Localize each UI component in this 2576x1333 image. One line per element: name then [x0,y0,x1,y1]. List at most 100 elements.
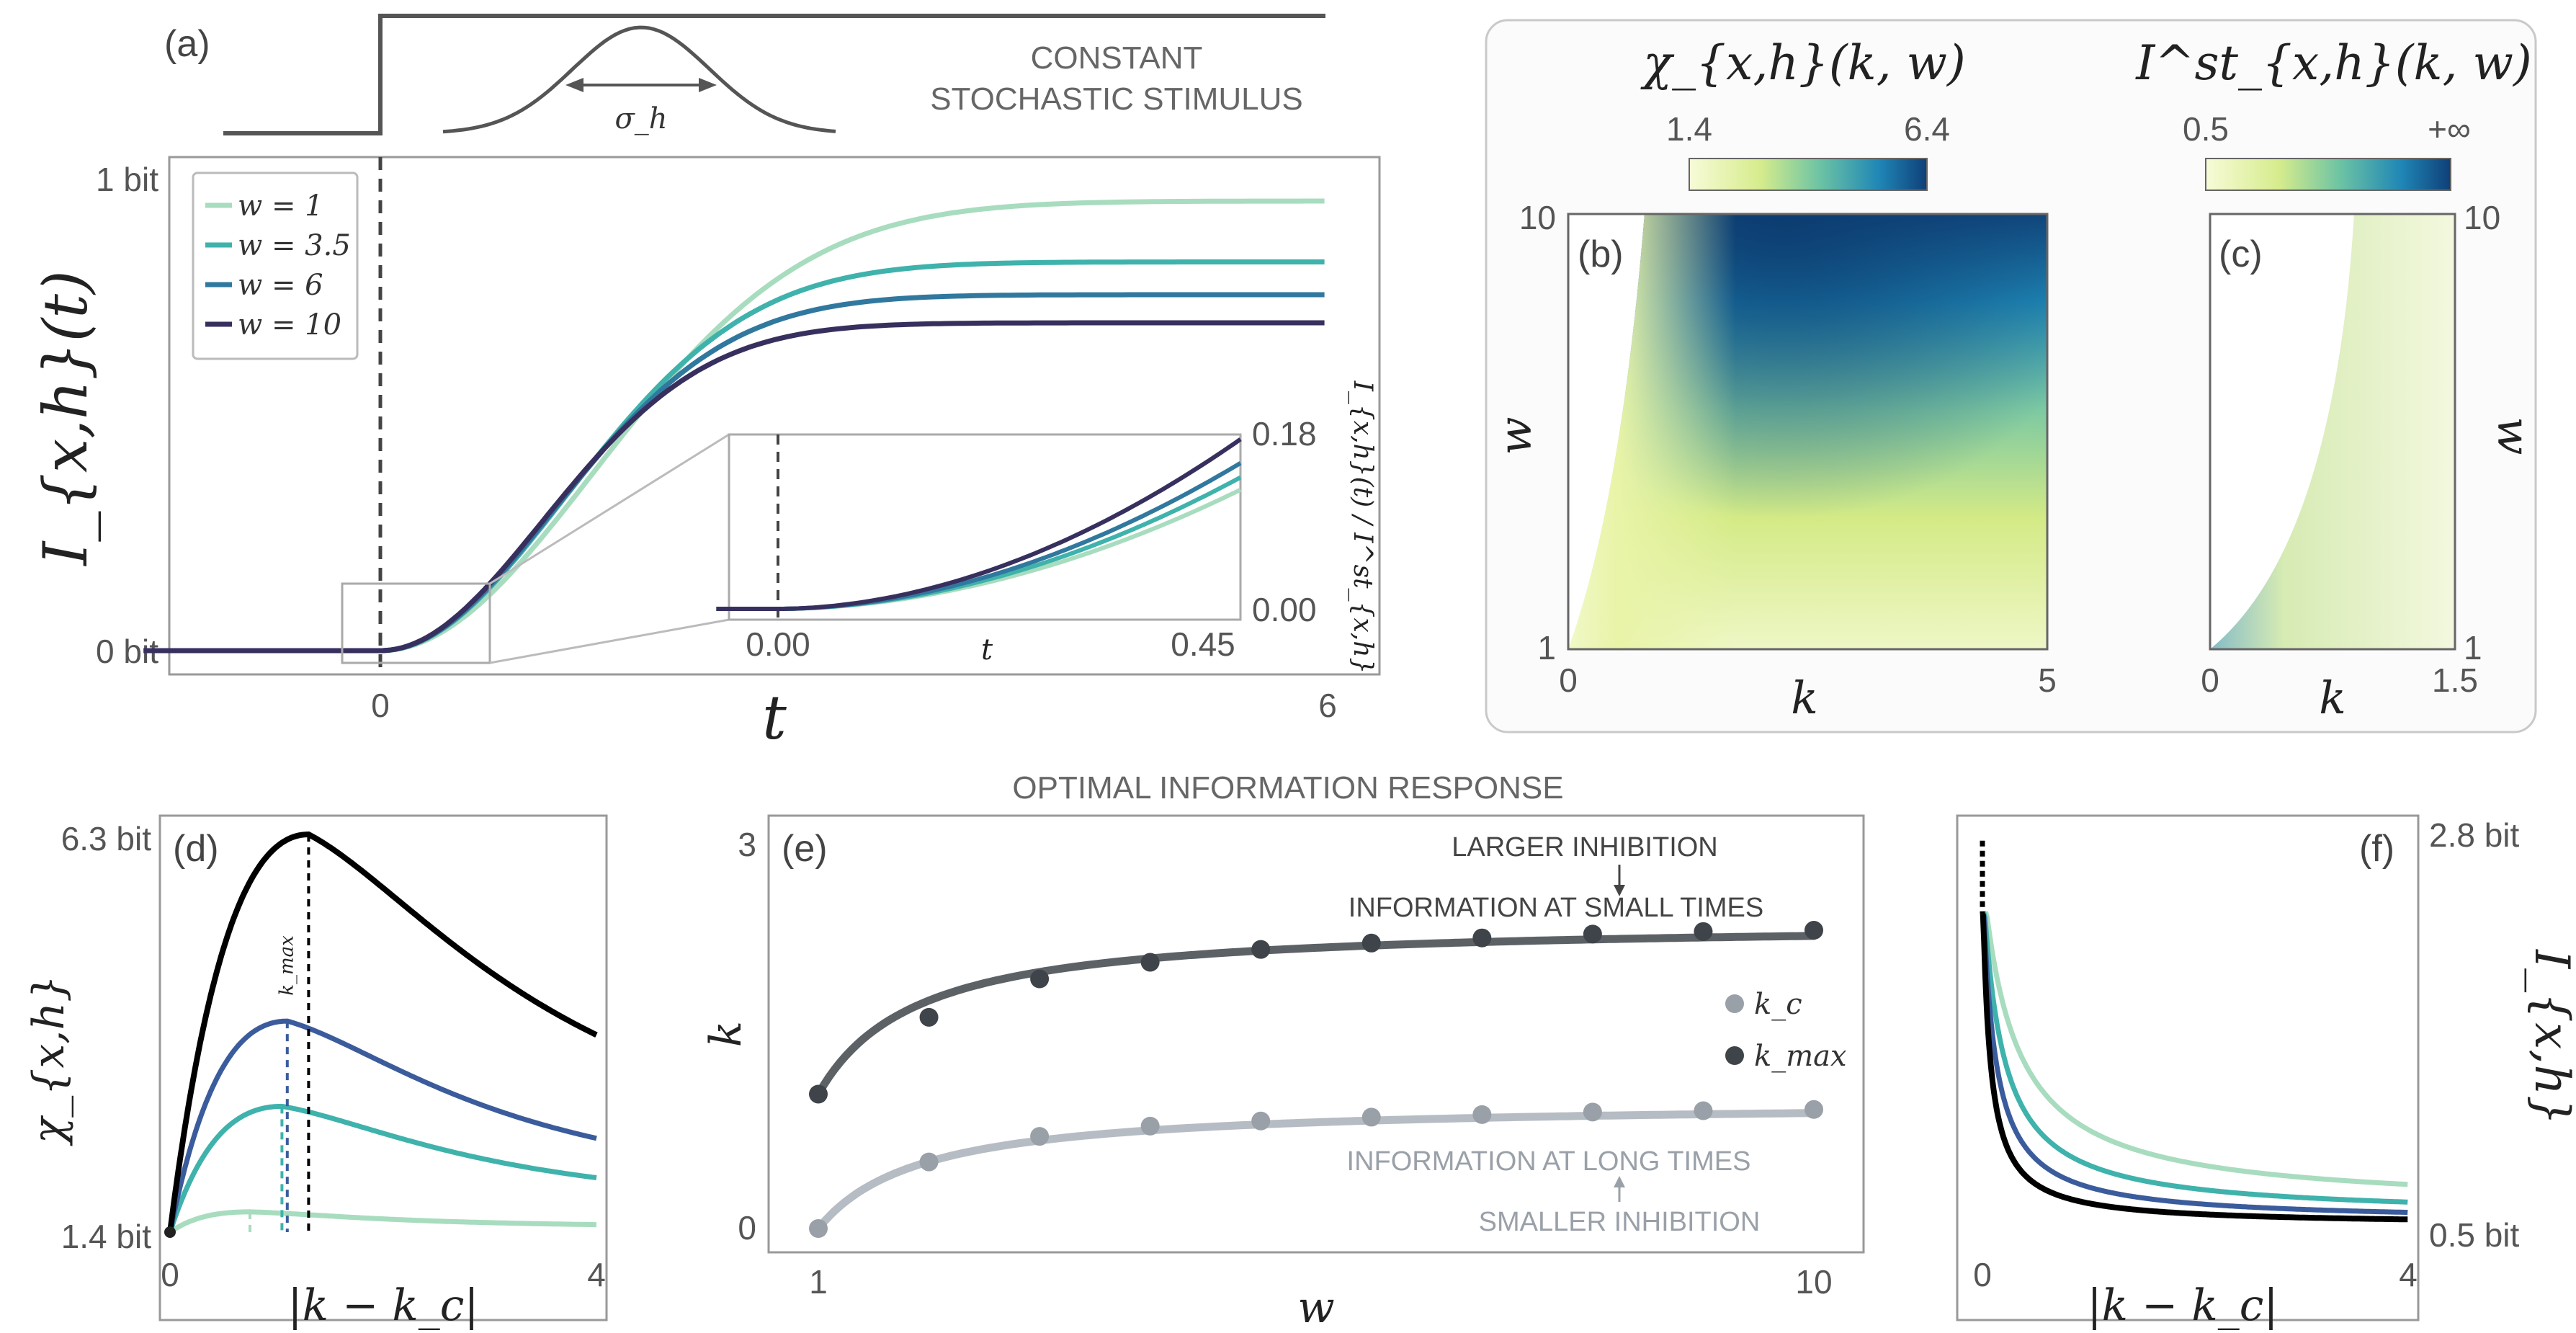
panel-b-xlabel: k [1791,672,1818,724]
panel-f-ytick-bottom: 0.5 bit [2429,1216,2520,1254]
panel-e-point-k_c-10 [1804,1100,1823,1119]
panel-a-frame [168,156,1381,676]
panel-f-ytick-top: 2.8 bit [2429,816,2520,854]
panel-b-frame [1567,213,2049,651]
inset-frame [728,433,1242,621]
panel-e-top-arrow-icon [1614,885,1625,896]
panel-f-series [1980,840,2408,1223]
panel-e-frame [767,814,1865,1254]
panel-e-point-k_max-9 [1694,922,1713,941]
stimulus-step [223,14,1325,135]
panel-d-ytick-bottom: 1.4 bit [61,1218,152,1255]
panel-b-label: (b) [1578,233,1624,275]
panel-c-xlabel: k [2319,672,2346,724]
panel-d-ylabel: χ_{x,h} [24,975,74,1146]
panel-e-bottom-caption-2: SMALLER INHIBITION [1479,1207,1761,1237]
panel-e-point-k_c-1 [809,1219,828,1238]
panel-d-line-4 [167,831,598,1233]
panel-b-colorbar [1689,158,1928,191]
panel-b-ytick-10: 10 [1519,199,1556,236]
panel-d-series [164,831,598,1238]
panel-a-ytick-top: 1 bit [96,161,158,198]
panel-d-xtick-0: 0 [161,1256,179,1293]
zoom-connector-top [489,433,730,585]
panel-b-title: χ_{x,h}(k, w) [1640,35,1966,91]
panel-d-origin-point [164,1226,176,1238]
panel-e-point-k_max-8 [1583,924,1602,944]
panel-f-line-1 [1982,911,2408,1187]
panel-d-label: (d) [173,828,219,870]
inset-xtick-0: 0.00 [746,625,810,663]
panel-d-xtick-4: 4 [587,1256,606,1293]
panel-c-ytick-10: 10 [2464,199,2500,236]
panel-e-ytick-3: 3 [738,826,756,863]
panel-e-point-k_c-6 [1361,1107,1381,1127]
panel-a-line-4 [143,320,1325,654]
panel-e-top-caption-2: INFORMATION AT SMALL TIMES [1349,893,1763,923]
stimulus-gaussian [442,25,836,134]
panel-b-heatmap [1568,214,2047,649]
panel-f-xlabel: |k − k_c| [2087,1280,2278,1331]
sigma-arrow-left-icon [565,78,583,92]
panel-f-line-4 [1980,914,2408,1223]
panel-f-xtick-0: 0 [1973,1256,1992,1293]
panel-c-cbar-tick-max: +∞ [2428,110,2471,148]
panel-a-xtick-0: 0 [371,687,390,724]
panel-c-title: I^st_{x,h}(k, w) [2135,35,2531,91]
panel-c-xtick-15: 1.5 [2432,661,2478,699]
panel-a-xtick-6: 6 [1318,687,1337,724]
panel-e-point-k_max-2 [919,1007,939,1027]
stimulus-caption-line2: STOCHASTIC STIMULUS [930,81,1302,117]
panel-c-cbar-tick-min: 0.5 [2183,110,2229,148]
panel-e-ytick-0: 0 [738,1209,756,1247]
panel-c-heatmap [2210,214,2455,649]
panel-d-line-1 [169,1209,596,1234]
panel-c-frame [2209,213,2456,651]
panel-e-point-k_c-8 [1583,1102,1602,1122]
panel-f-xtick-4: 4 [2399,1256,2418,1293]
panel-a-xlabel: t [762,682,787,753]
panel-e-point-k_c-2 [919,1152,939,1172]
legend-label-4: w = 10 [238,308,341,342]
panel-f-ylabel: I_{x,h} [2524,949,2576,1125]
panel-c: I^st_{x,h}(k, w) 0.5 +∞ (c) 10 1 0 1.5 k… [2135,35,2540,724]
panel-b-xtick-5: 5 [2038,661,2057,699]
panel-a-label: (a) [164,23,210,65]
section-title: OPTIMAL INFORMATION RESPONSE [1012,770,1563,806]
panel-b-ytick-1: 1 [1537,629,1556,666]
inset-xtick-045: 0.45 [1171,625,1235,663]
zoom-box [341,582,491,664]
panel-e-bottom-arrow-icon [1614,1176,1625,1187]
panel-e-xtick-10: 10 [1795,1263,1832,1301]
panel-e-xlabel: w [1297,1283,1334,1333]
panel-c-label: (c) [2219,233,2263,275]
panel-a-legend [192,171,359,360]
panel-e-series [809,921,1823,1238]
panel-e-point-k_max-7 [1472,928,1492,948]
panel-b-xtick-0: 0 [1559,661,1578,699]
panel-c-xtick-0: 0 [2201,661,2219,699]
legend-label-2: w = 3.5 [238,229,351,262]
panel-d-frame [158,814,608,1321]
panel-e-top-caption-1: LARGER INHIBITION [1452,832,1718,862]
panel-b-cbar-tick-max: 6.4 [1904,110,1950,148]
panel-f-line-3 [1980,913,2408,1216]
panel-e-point-k_max-4 [1140,953,1160,972]
panel-e-bottom-caption-1: INFORMATION AT LONG TIMES [1347,1146,1751,1177]
panel-e-point-k_c-4 [1140,1116,1160,1136]
panel-e-point-k_max-1 [809,1084,828,1104]
panel-e-curve-k_c [814,1109,1818,1233]
panel-b: χ_{x,h}(k, w) 1.4 6.4 (b) 10 1 0 5 k w [1489,35,2057,724]
legend-label-3: w = 6 [238,269,323,302]
panel-e-label: (e) [782,828,828,870]
panel-e-point-k_c-7 [1472,1105,1492,1124]
panel-d-kmax-label: k_max [276,935,298,996]
panel-a-legend-items: w = 1 w = 3.5 w = 6 w = 10 [205,190,351,342]
stimulus-caption-line1: CONSTANT [1031,40,1203,76]
panel-f-line-2 [1981,911,2408,1205]
panel-d-ytick-top: 6.3 bit [61,820,152,857]
panel-e-point-k_max-10 [1804,921,1823,940]
panel-e-legend-kc-marker [1725,994,1744,1013]
panel-a: (a) σ_h CONSTANT STOCHASTIC STIMULUS 1 b… [30,14,1381,753]
panel-c-ylabel: w [2487,416,2540,455]
